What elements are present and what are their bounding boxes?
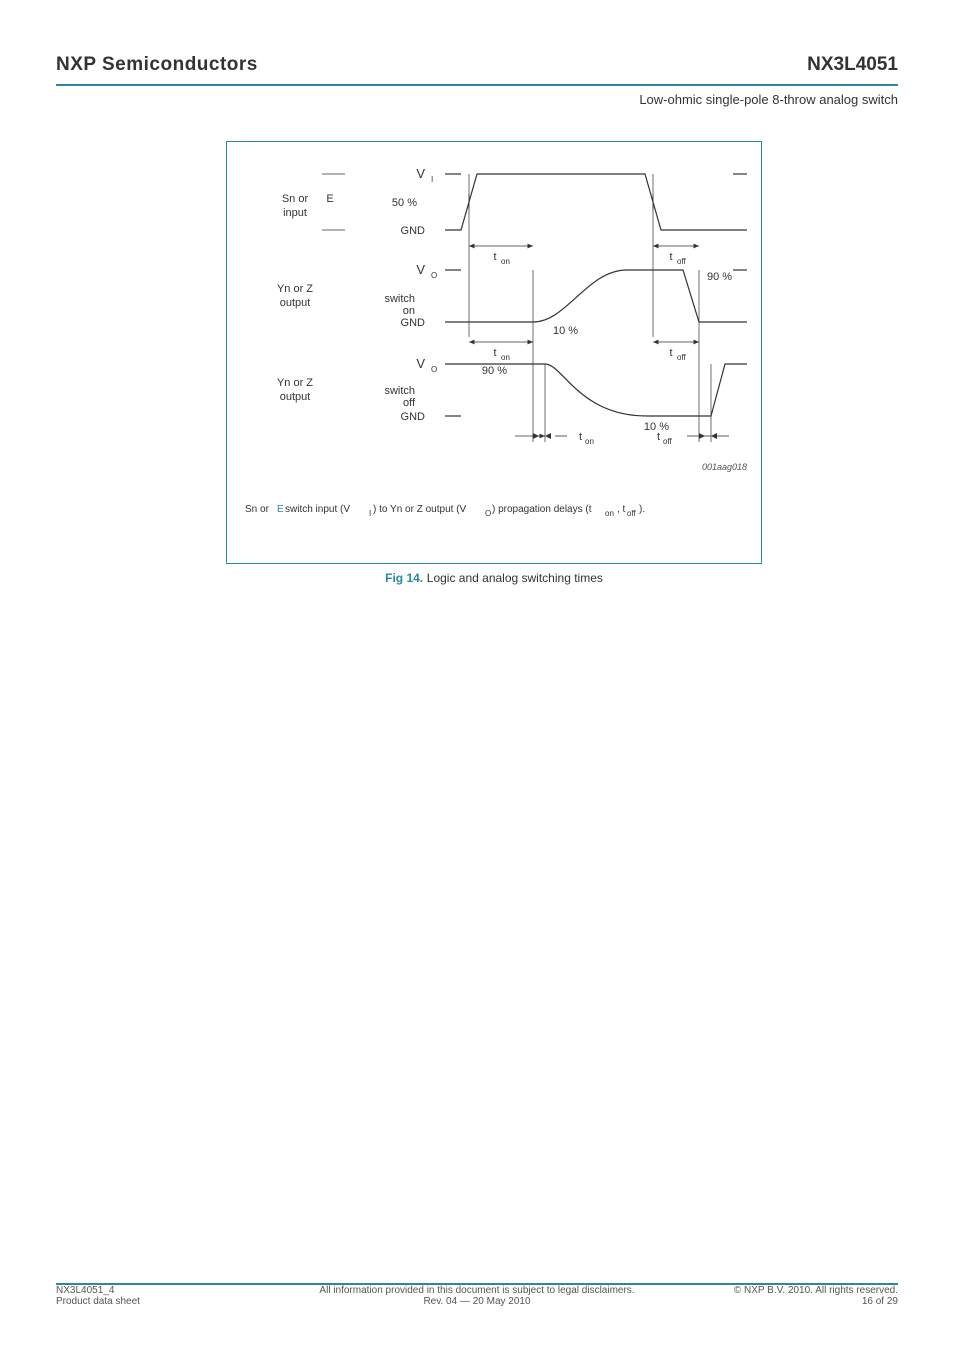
- svg-text:on: on: [585, 437, 594, 446]
- svg-text:Yn or Z: Yn or Z: [277, 377, 313, 389]
- figure-doc-id: 001aag018: [702, 462, 747, 472]
- svg-text:input: input: [283, 207, 307, 219]
- svg-text:output: output: [280, 391, 311, 403]
- timing-diagram-svg: V I GND Sn or E input 50 % t on: [227, 142, 762, 560]
- svg-text:t: t: [669, 251, 672, 263]
- footer-doc-id: NX3L4051_4: [56, 1285, 114, 1296]
- svg-text:Sn or: Sn or: [282, 193, 309, 205]
- footer-doc-type: Product data sheet: [56, 1296, 140, 1307]
- brand-name: NXP Semiconductors: [56, 54, 258, 76]
- svg-text:off: off: [403, 397, 416, 409]
- svg-text:switch: switch: [384, 293, 415, 305]
- svg-text:O: O: [431, 271, 437, 280]
- footer-disclaimer: All information provided in this documen…: [319, 1285, 634, 1296]
- svg-text:V: V: [416, 166, 425, 181]
- svg-text:t: t: [493, 251, 496, 263]
- svg-text:O: O: [431, 365, 437, 374]
- svg-text:off: off: [677, 257, 687, 266]
- svg-text:t: t: [579, 431, 582, 443]
- svg-text:) propagation delays (t: ) propagation delays (t: [492, 504, 592, 515]
- svg-text:Yn or Z: Yn or Z: [277, 283, 313, 295]
- svg-text:on: on: [501, 353, 510, 362]
- svg-text:50 %: 50 %: [392, 197, 417, 209]
- figure-caption: Logic and analog switching times: [427, 571, 603, 585]
- svg-text:off: off: [663, 437, 673, 446]
- svg-text:off: off: [677, 353, 687, 362]
- svg-text:V: V: [416, 356, 425, 371]
- svg-text:E: E: [326, 193, 333, 205]
- figure-14-box: V I GND Sn or E input 50 % t on: [226, 141, 762, 564]
- svg-text:GND: GND: [401, 225, 426, 237]
- svg-text:t: t: [669, 347, 672, 359]
- svg-text:I: I: [369, 509, 371, 518]
- svg-text:on: on: [403, 305, 415, 317]
- svg-text:V: V: [416, 262, 425, 277]
- part-number: NX3L4051: [807, 54, 898, 76]
- svg-text:t: t: [657, 431, 660, 443]
- subtitle: Low-ohmic single-pole 8-throw analog swi…: [56, 92, 898, 107]
- svg-text:) to Yn or Z output (V: ) to Yn or Z output (V: [373, 504, 467, 515]
- svg-text:output: output: [280, 297, 311, 309]
- figure-caption-row: Fig 14. Logic and analog switching times: [226, 570, 762, 585]
- svg-text:10 %: 10 %: [553, 325, 578, 337]
- svg-text:90 %: 90 %: [707, 271, 732, 283]
- svg-text:GND: GND: [401, 411, 426, 423]
- svg-text:I: I: [431, 175, 433, 184]
- svg-text:90 %: 90 %: [482, 365, 507, 377]
- svg-text:switch: switch: [384, 385, 415, 397]
- svg-text:switch input (V: switch input (V: [285, 504, 350, 515]
- svg-text:off: off: [627, 509, 637, 518]
- svg-text:Sn or: Sn or: [245, 504, 270, 515]
- svg-text:O: O: [485, 509, 491, 518]
- svg-text:, t: , t: [617, 504, 626, 515]
- footer-rev: Rev. 04 — 20 May 2010: [423, 1296, 530, 1307]
- svg-text:).: ).: [639, 504, 645, 515]
- svg-text:on: on: [605, 509, 614, 518]
- svg-text:E: E: [277, 504, 284, 515]
- svg-text:GND: GND: [401, 317, 426, 329]
- header-rule: [56, 84, 898, 86]
- figure-tag: Fig 14.: [385, 571, 423, 585]
- footer-copyright-short: © NXP B.V. 2010. All rights reserved.: [734, 1285, 898, 1296]
- footer-page-number: 16 of 29: [862, 1296, 898, 1307]
- page-footer: NX3L4051_4 Product data sheet All inform…: [56, 1285, 898, 1307]
- svg-text:t: t: [493, 347, 496, 359]
- svg-text:on: on: [501, 257, 510, 266]
